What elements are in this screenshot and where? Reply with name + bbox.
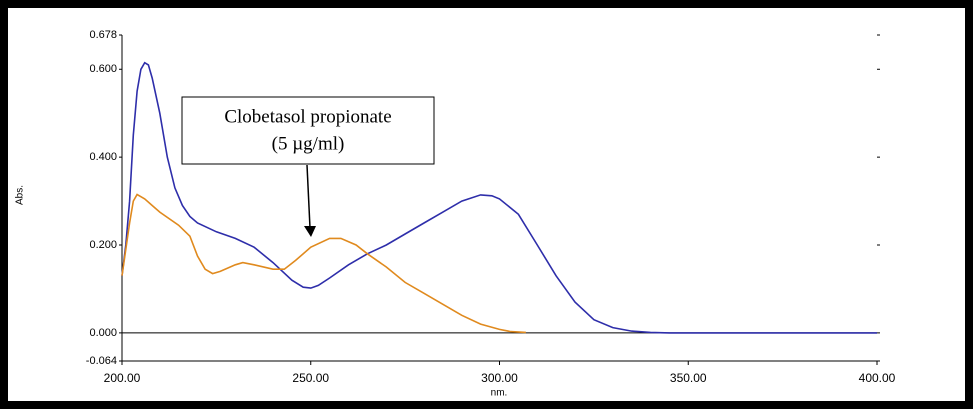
annotation-arrow xyxy=(306,164,311,229)
y-tick-label: -0.064 xyxy=(86,355,117,367)
x-tick-label: 350.00 xyxy=(670,371,707,385)
spectrum-line xyxy=(121,193,526,334)
annotation-text: Clobetasol propionate xyxy=(224,106,391,127)
y-tick-label: 0.400 xyxy=(89,151,117,163)
y-axis-label: Abs. xyxy=(15,185,26,205)
x-tick-label: 200.00 xyxy=(104,371,141,385)
spectrum-line xyxy=(121,61,877,334)
chart-background xyxy=(8,8,965,401)
x-tick-label: 250.00 xyxy=(292,371,329,385)
y-tick-label: 0.000 xyxy=(89,327,117,339)
annotation-text: (5 µg/ml) xyxy=(272,133,345,154)
x-tick-label: 400.00 xyxy=(859,371,896,385)
annotation-arrowhead xyxy=(304,226,316,237)
annotation-box xyxy=(181,96,435,165)
x-tick-label: 300.00 xyxy=(481,371,518,385)
y-tick-label: 0.200 xyxy=(89,239,117,251)
y-tick-label: 0.600 xyxy=(89,63,117,75)
y-tick-label: 0.678 xyxy=(89,29,117,41)
x-axis-label: nm. xyxy=(491,388,508,399)
